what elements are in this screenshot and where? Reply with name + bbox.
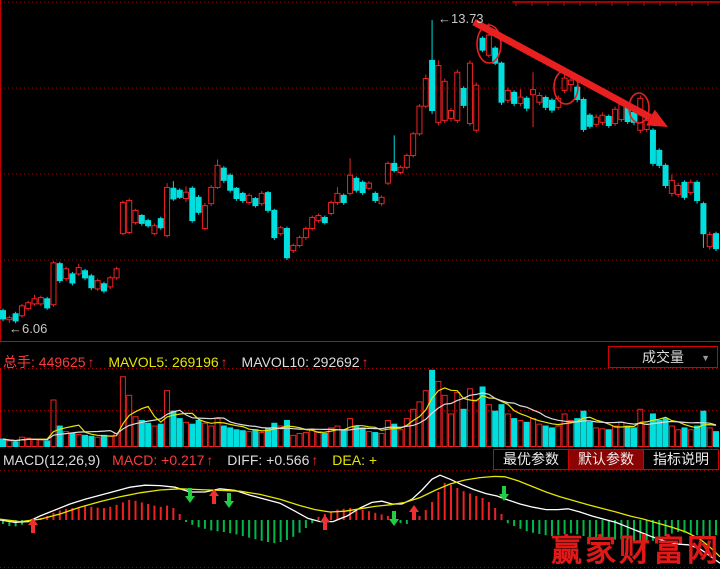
indicator-help-button[interactable]: 指标说明	[643, 450, 718, 469]
price-annotation: ←6.06	[9, 321, 47, 336]
buy-signal-arrow	[320, 515, 330, 530]
buy-signal-arrow	[28, 518, 38, 533]
volume-status-bar: 总手: 449625 ↑ MAVOL5: 269196 ↑ MAVOL10: 292…	[0, 341, 720, 370]
macd-params: MACD(12,26,9)	[3, 452, 101, 468]
up-arrow-icon: ↑	[87, 354, 95, 370]
up-arrow-icon: ↑	[206, 452, 214, 468]
volume-chart[interactable]	[0, 368, 720, 447]
chevron-down-icon: ▼	[701, 353, 710, 363]
total-volume-label: 总手: 449625 ↑ MAVOL5: 269196 ↑ MAVOL10: 292…	[3, 354, 369, 370]
macd-status-bar: MACD(12,26,9) MACD: +0.217 ↑ DIFF: +0.566…	[0, 448, 720, 470]
volume-indicator-dropdown[interactable]: 成交量 ▼	[608, 346, 718, 368]
up-arrow-icon: ↑	[220, 354, 228, 370]
mavol10-value: 292692	[312, 354, 360, 370]
sell-signal-arrow	[389, 511, 399, 526]
price-annotation: ←13.73	[438, 11, 484, 26]
sell-signal-arrow	[224, 493, 234, 508]
diff-value: +0.566	[266, 452, 310, 468]
buy-signal-arrow	[409, 505, 419, 520]
optimal-params-button[interactable]: 最优参数	[494, 450, 568, 469]
macd-value: +0.217	[161, 452, 205, 468]
total-volume-value: 449625	[38, 354, 86, 370]
macd-readout: MACD(12,26,9) MACD: +0.217 ↑ DIFF: +0.566…	[3, 452, 378, 468]
candlestick-chart[interactable]: ←13.73 ←6.06	[0, 0, 720, 341]
up-arrow-icon: ↑	[361, 354, 369, 370]
buy-signal-arrow	[209, 489, 219, 504]
sell-signal-arrow	[185, 488, 195, 503]
mavol5-value: 269196	[171, 354, 219, 370]
watermark: 赢家财富网	[551, 533, 720, 568]
default-params-button[interactable]: 默认参数	[568, 450, 643, 469]
dea-value: +	[368, 452, 378, 468]
macd-param-buttons: 最优参数 默认参数 指标说明	[493, 449, 719, 470]
up-arrow-icon: ↑	[311, 452, 319, 468]
sell-signal-arrow	[499, 486, 509, 501]
macd-chart[interactable]	[0, 470, 720, 569]
